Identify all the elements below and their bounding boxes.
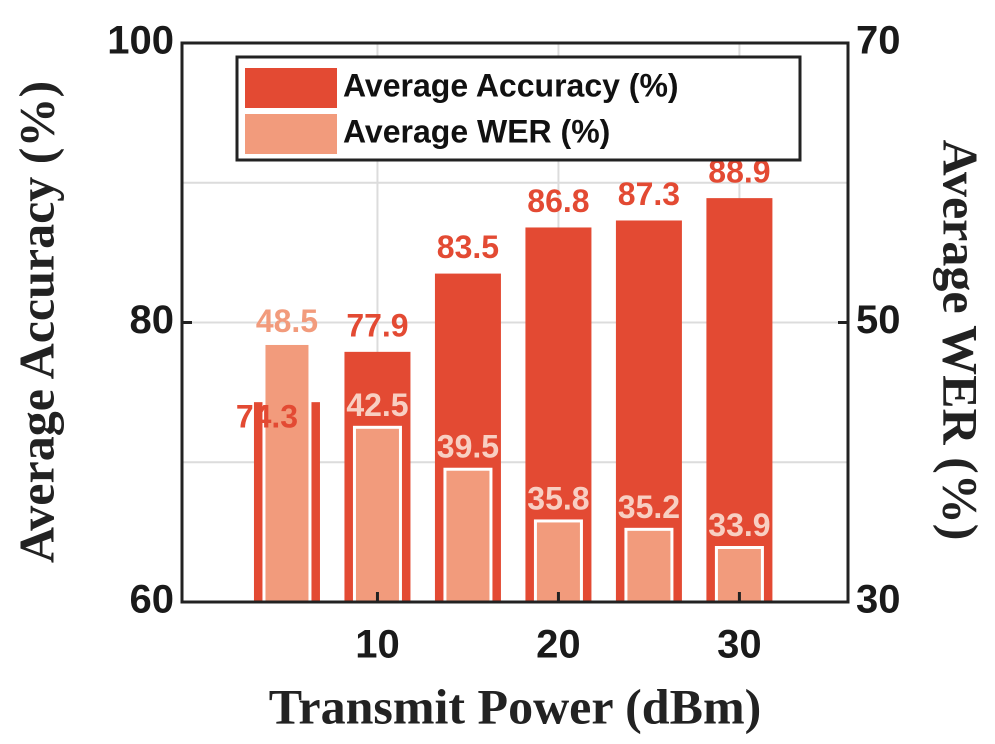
- data-label: 42.5: [346, 387, 408, 423]
- data-label: 83.5: [437, 229, 499, 265]
- bar: [262, 341, 312, 604]
- legend-swatch: [245, 68, 337, 108]
- bar: [443, 467, 493, 604]
- x-tick-label: 10: [355, 623, 400, 667]
- y-tick-label: 60: [130, 578, 175, 622]
- bar: [352, 425, 402, 604]
- legend-label: Average WER (%): [343, 113, 610, 149]
- y-tick-label: 80: [130, 298, 175, 342]
- y2-tick-label: 50: [856, 298, 901, 342]
- legend-label: Average Accuracy (%): [343, 67, 679, 103]
- bar: [624, 527, 674, 604]
- x-tick-label: 20: [536, 623, 581, 667]
- data-label: 48.5: [256, 303, 318, 339]
- data-label: 74.3: [236, 399, 298, 435]
- data-label: 77.9: [346, 307, 408, 343]
- data-label: 35.8: [527, 480, 589, 516]
- data-label: 33.9: [708, 507, 770, 543]
- bar: [706, 198, 773, 602]
- legend-swatch: [245, 114, 337, 154]
- y-axis-title: Average Accuracy (%): [8, 81, 64, 563]
- data-label: 35.2: [618, 489, 680, 525]
- y2-tick-label: 70: [856, 19, 901, 63]
- y2-tick-label: 30: [856, 578, 901, 622]
- data-label: 86.8: [527, 183, 589, 219]
- data-label: 39.5: [437, 429, 499, 465]
- y2-axis-title: Average WER (%): [933, 140, 989, 541]
- data-label: 87.3: [618, 176, 680, 212]
- y-tick-label: 100: [107, 19, 174, 63]
- x-axis-title: Transmit Power (dBm): [269, 678, 762, 734]
- bar: [533, 519, 583, 604]
- x-tick-label: 30: [717, 623, 762, 667]
